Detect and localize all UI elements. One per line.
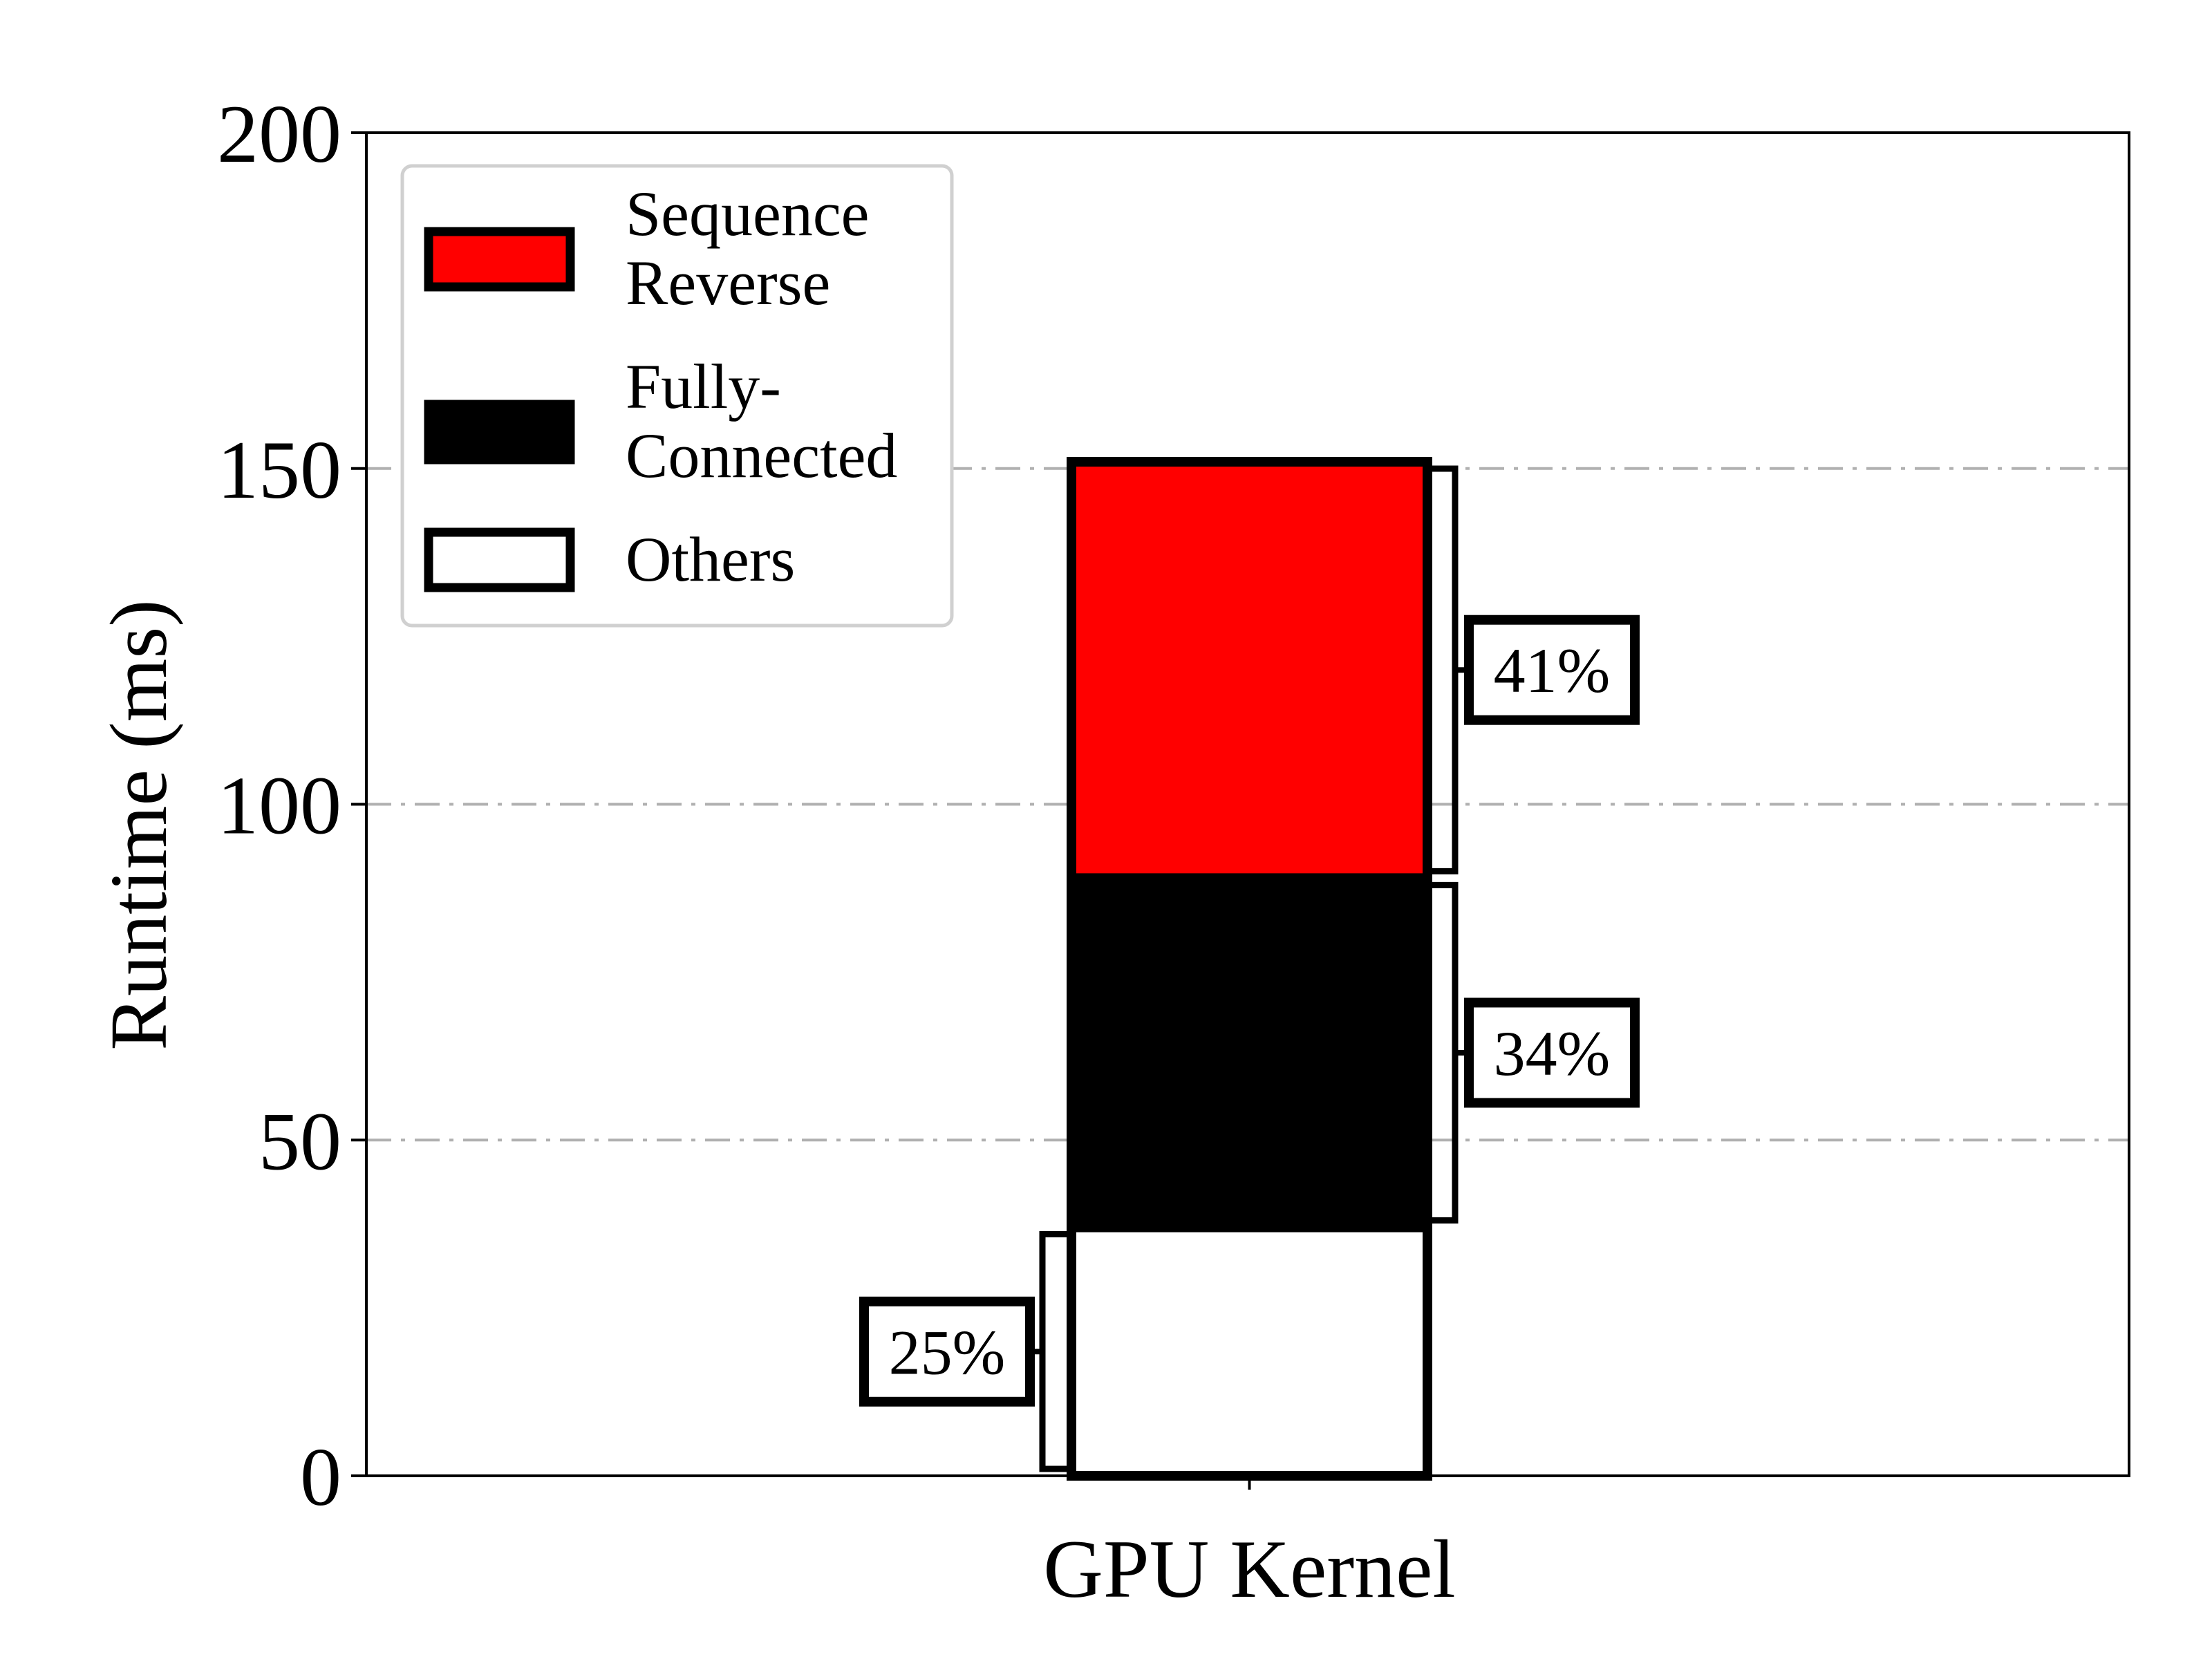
bar-others [1067, 1222, 1432, 1481]
pct-label-fully-connected: 34% [1494, 1018, 1611, 1089]
y-tick-label: 200 [217, 88, 341, 180]
pct-box-sequence-reverse [1464, 615, 1640, 725]
legend-swatch-sequencereverse [424, 227, 575, 292]
legend-label-fully-connected-line2: Connected [626, 420, 897, 491]
bar-fully-connected [1067, 873, 1432, 1232]
legend-swatch-others [424, 527, 575, 592]
x-tick-label: GPU Kernel [1043, 1523, 1456, 1615]
pct-box-others [859, 1296, 1035, 1407]
legend-label-fully-connected-line1: Fully- [626, 351, 781, 422]
y-tick-label: 100 [217, 760, 341, 852]
bar-sequence-reverse [1067, 457, 1432, 883]
pct-label-sequence-reverse: 41% [1494, 635, 1611, 706]
legend-swatch-fully-connected [424, 400, 575, 465]
y-axis-label: Runtime (ms) [93, 599, 184, 1050]
bracket-sequence-reverse [1430, 465, 1459, 874]
bracket-fully-connected [1430, 881, 1459, 1224]
legend-label-sequencereverse-line1: Sequence [626, 178, 870, 249]
y-tick-label: 0 [300, 1431, 341, 1523]
legend-label-sequencereverse-line2: Reverse [626, 247, 830, 318]
bracket-others [1039, 1231, 1067, 1472]
y-tick-label: 50 [259, 1095, 341, 1187]
pct-label-others: 25% [889, 1317, 1006, 1387]
legend-label-others: Others [626, 524, 795, 594]
y-tick-label: 150 [217, 424, 341, 516]
pct-box-fully-connected [1464, 997, 1640, 1108]
